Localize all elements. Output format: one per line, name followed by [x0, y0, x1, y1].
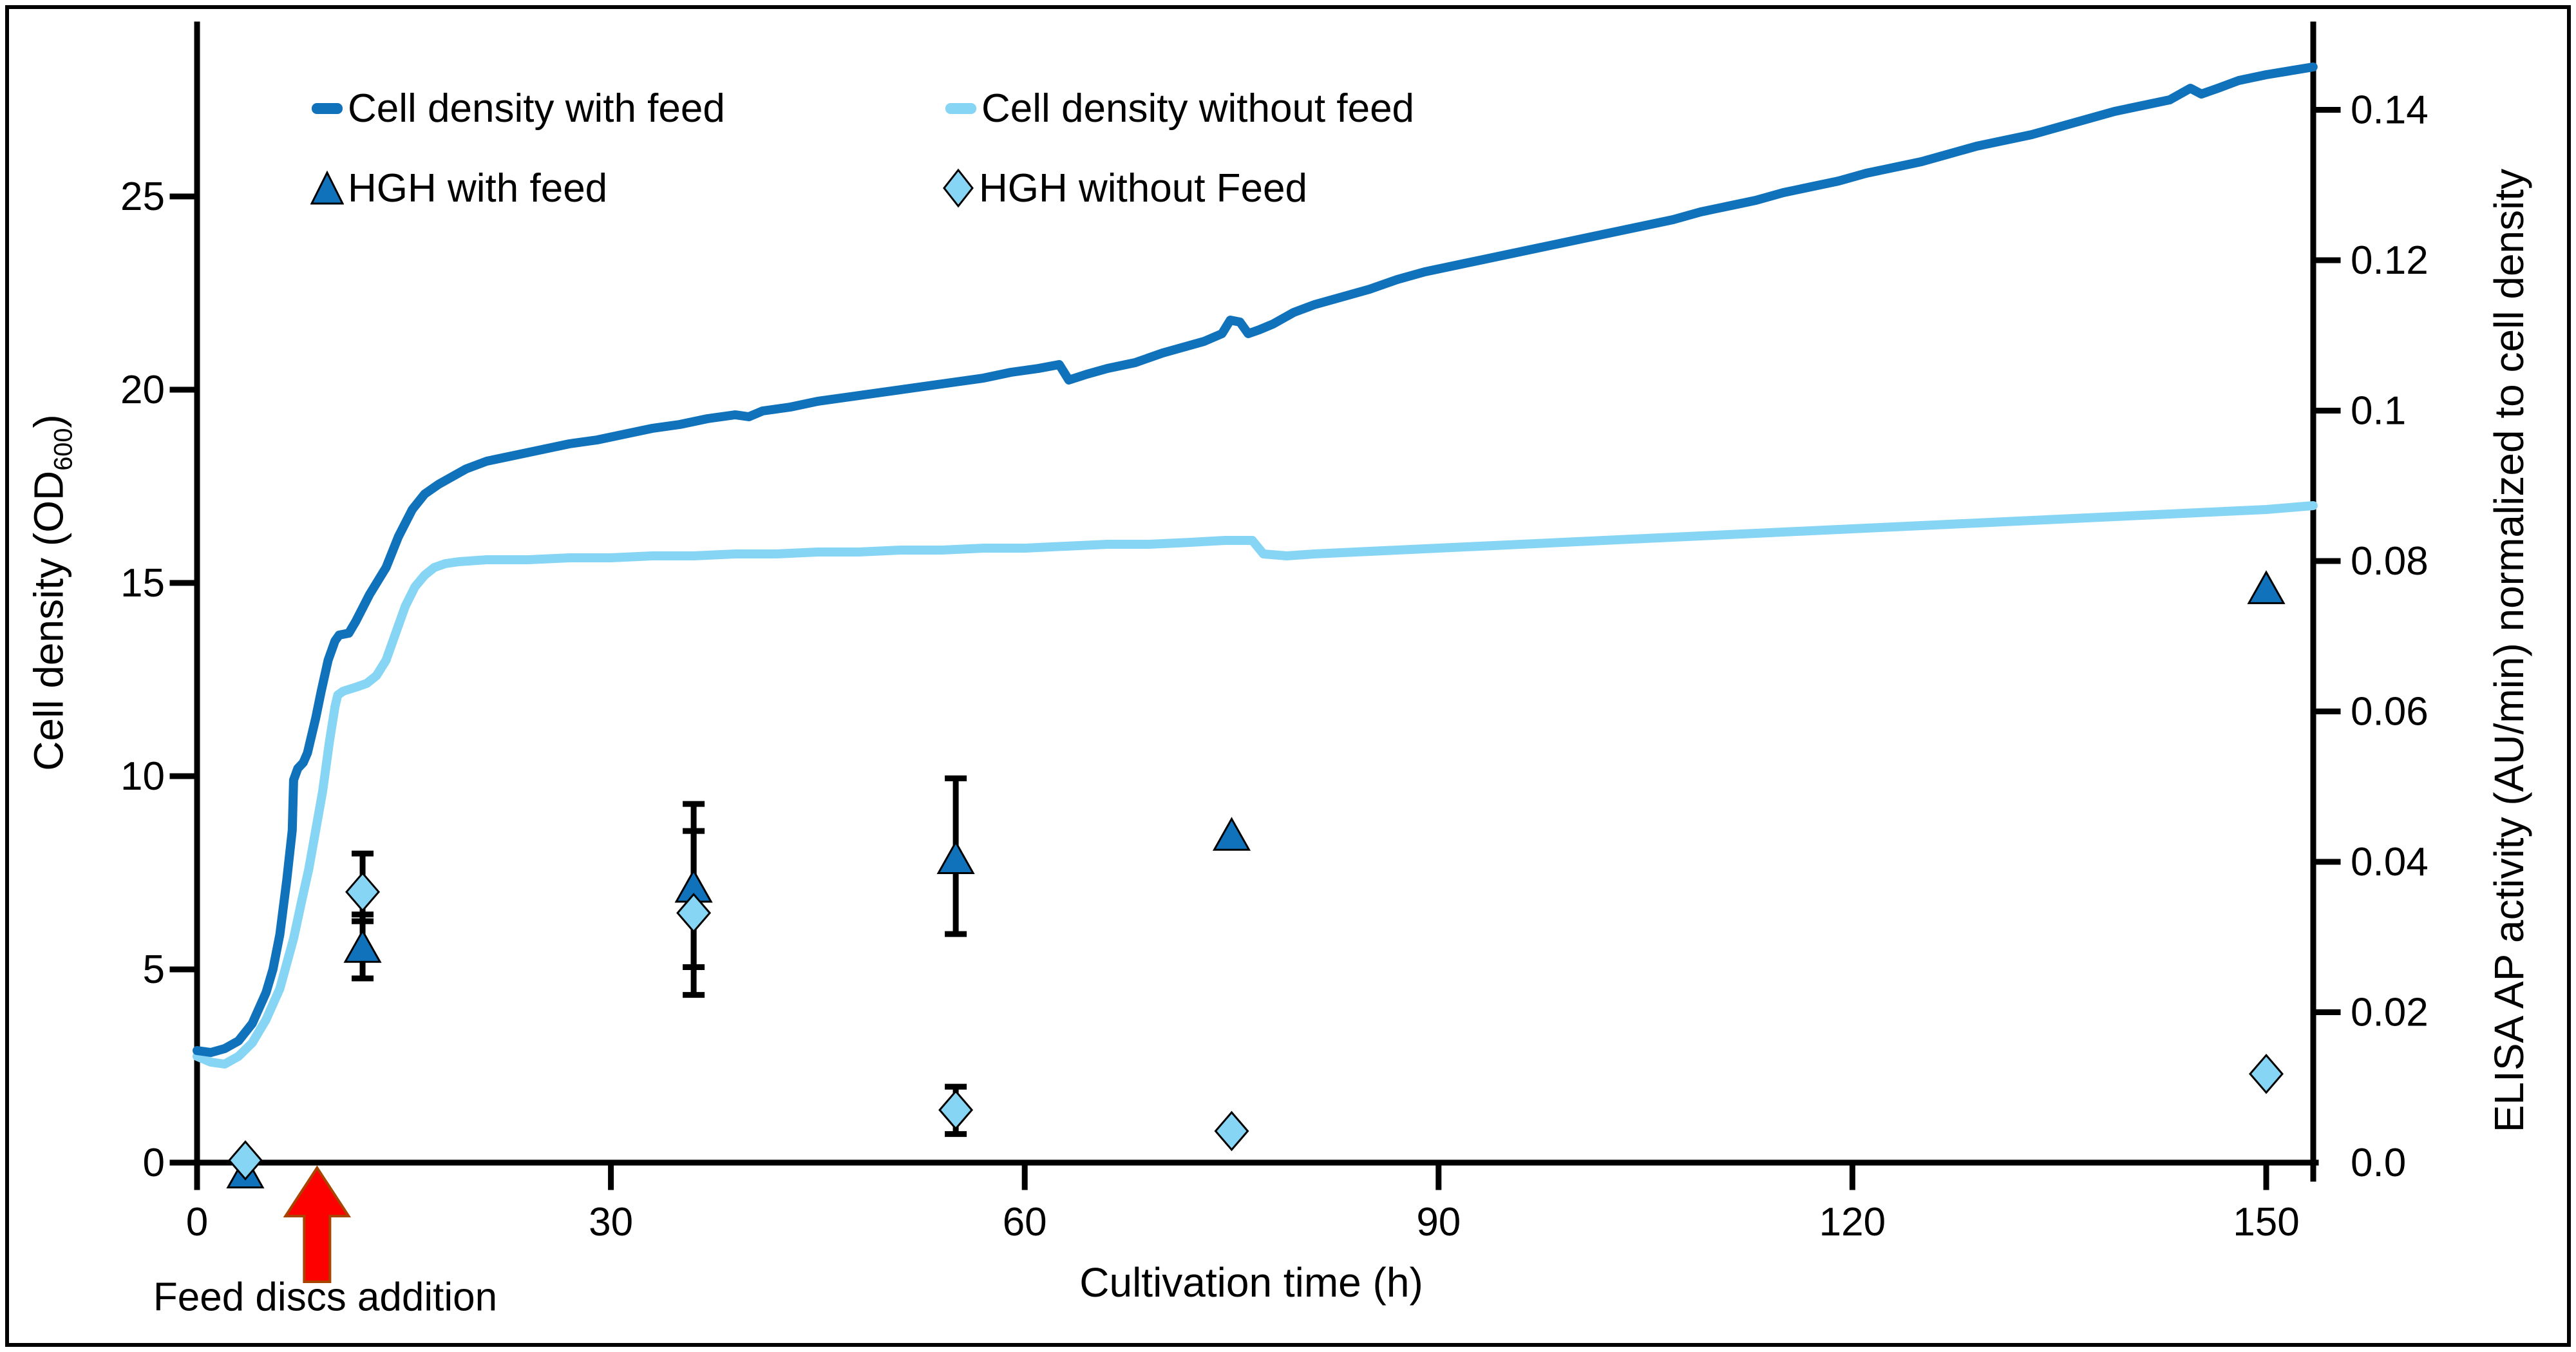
svg-text:10: 10	[120, 754, 165, 799]
triangle-marker-icon	[310, 170, 344, 205]
legend-label: HGH without Feed	[979, 166, 1307, 211]
line-swatch-icon	[312, 103, 343, 114]
svg-text:20: 20	[120, 368, 165, 412]
y-left-axis-title: Cell density (OD600)	[25, 414, 79, 770]
svg-text:0: 0	[143, 1141, 165, 1185]
svg-text:0.06: 0.06	[2351, 690, 2429, 734]
svg-text:0.0: 0.0	[2351, 1141, 2406, 1185]
svg-text:0.1: 0.1	[2351, 389, 2406, 433]
annotation-feed-discs-addition: Feed discs addition	[153, 1275, 498, 1320]
legend-label: Cell density without feed	[981, 86, 1415, 131]
svg-text:0.14: 0.14	[2351, 88, 2429, 133]
line-swatch-icon	[945, 103, 976, 114]
svg-text:15: 15	[120, 561, 165, 605]
svg-text:0.04: 0.04	[2351, 840, 2429, 884]
svg-text:60: 60	[1003, 1200, 1047, 1244]
svg-text:30: 30	[589, 1200, 633, 1244]
legend-item-cell-density-without-feed: Cell density without feed	[944, 86, 1415, 131]
y-left-title-suffix: )	[25, 414, 72, 428]
svg-text:150: 150	[2233, 1200, 2299, 1244]
y-left-title-text: Cell density (OD	[25, 470, 72, 771]
svg-text:0.12: 0.12	[2351, 238, 2429, 283]
svg-text:90: 90	[1416, 1200, 1461, 1244]
y-right-axis-title: ELISA AP activity (AU/min) normalized to…	[2486, 168, 2532, 1133]
legend-label: HGH with feed	[348, 166, 608, 211]
legend-item-hgh-with-feed: HGH with feed	[310, 166, 608, 211]
svg-text:0: 0	[186, 1200, 208, 1244]
y-left-title-subscript: 600	[49, 428, 78, 471]
diamond-marker-icon	[943, 168, 974, 208]
x-axis-title: Cultivation time (h)	[1079, 1259, 1423, 1306]
svg-text:120: 120	[1819, 1200, 1886, 1244]
legend-item-hgh-without-feed: HGH without Feed	[942, 166, 1307, 211]
svg-text:0.02: 0.02	[2351, 991, 2429, 1035]
legend-label: Cell density with feed	[348, 86, 725, 131]
svg-text:0.08: 0.08	[2351, 539, 2429, 584]
svg-text:25: 25	[120, 175, 165, 219]
legend-item-cell-density-with-feed: Cell density with feed	[310, 86, 725, 131]
svg-text:5: 5	[143, 947, 165, 992]
